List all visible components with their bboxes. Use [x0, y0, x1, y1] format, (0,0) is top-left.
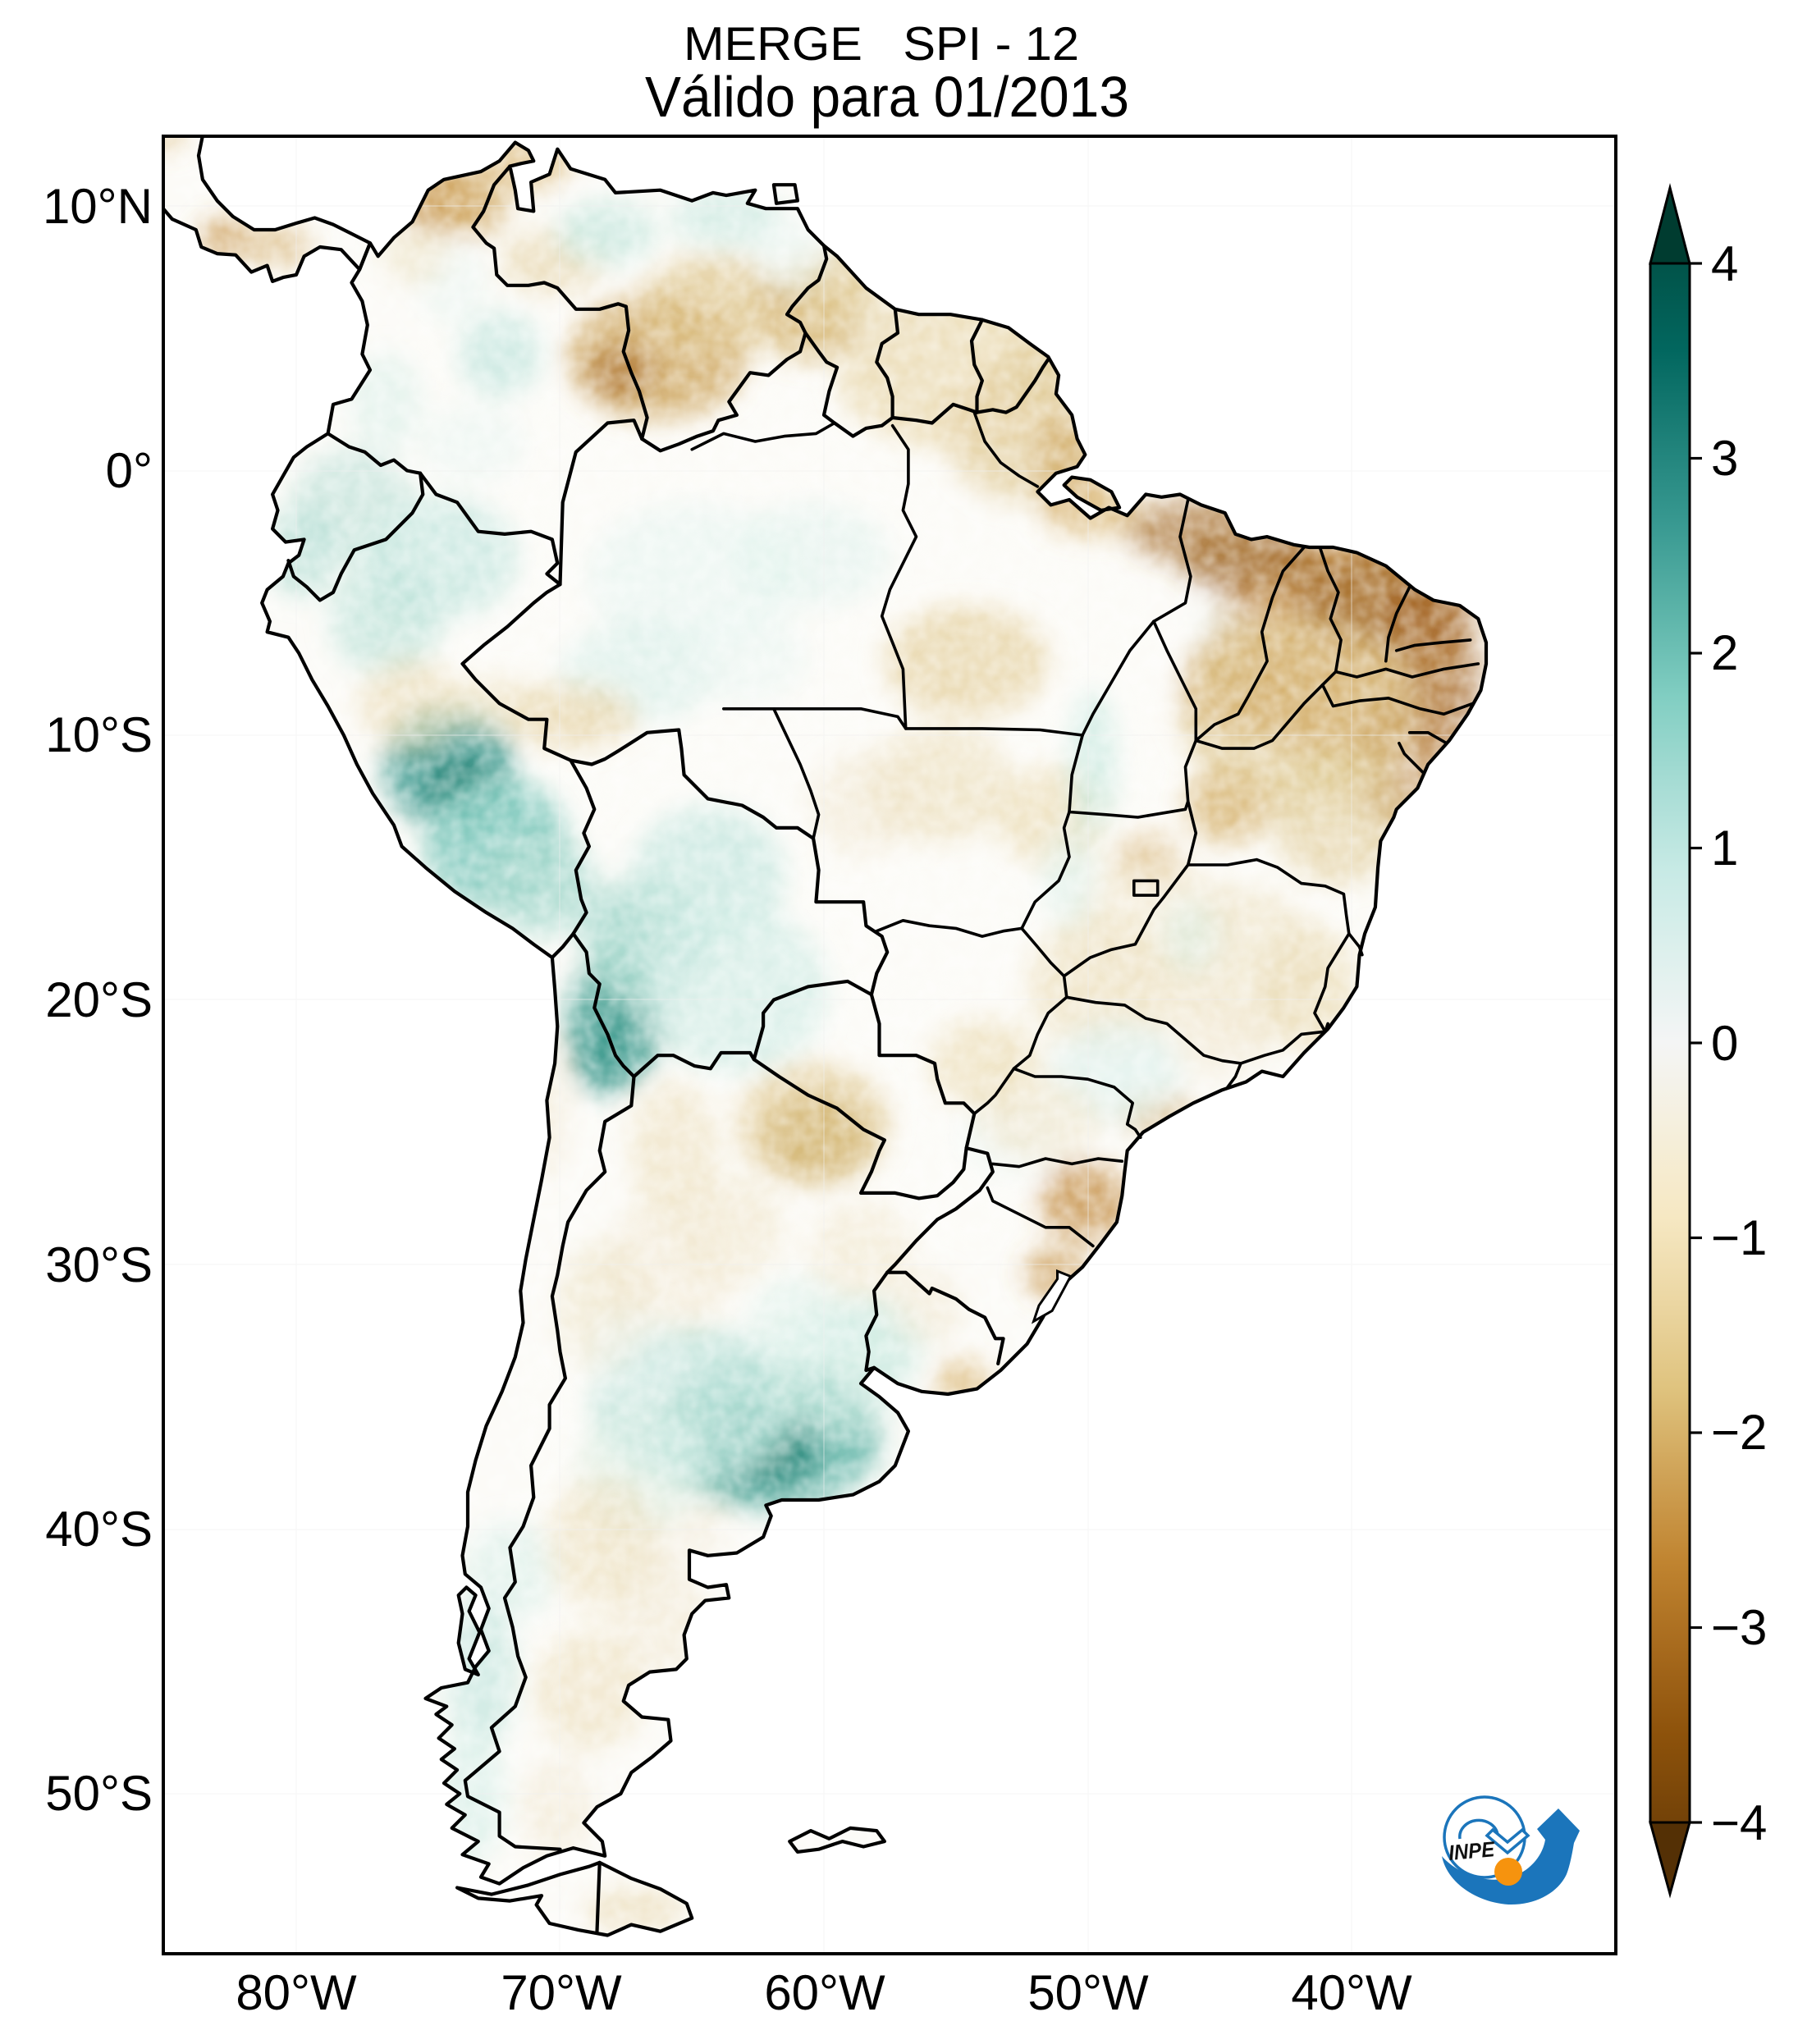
- svg-text:−3: −3: [1711, 1600, 1767, 1655]
- svg-text:30°S: 30°S: [45, 1237, 153, 1292]
- svg-text:INPE: INPE: [1448, 1836, 1496, 1865]
- svg-text:−1: −1: [1711, 1210, 1767, 1265]
- svg-text:70°W: 70°W: [501, 1965, 622, 2020]
- svg-text:2: 2: [1711, 625, 1738, 680]
- svg-text:0: 0: [1711, 1016, 1738, 1071]
- svg-text:Válido para 01/2013: Válido para 01/2013: [645, 65, 1129, 129]
- svg-text:−4: −4: [1711, 1795, 1767, 1850]
- svg-text:10°N: 10°N: [43, 179, 153, 234]
- svg-text:0°: 0°: [106, 443, 153, 498]
- svg-text:3: 3: [1711, 431, 1738, 486]
- svg-text:MERGE SPI - 12: MERGE SPI - 12: [684, 18, 1079, 71]
- svg-text:60°W: 60°W: [764, 1965, 885, 2020]
- svg-text:40°W: 40°W: [1291, 1965, 1412, 2020]
- svg-text:20°S: 20°S: [45, 972, 153, 1027]
- svg-text:−2: −2: [1711, 1405, 1767, 1460]
- svg-text:50°W: 50°W: [1027, 1965, 1149, 2020]
- svg-text:40°S: 40°S: [45, 1502, 153, 1557]
- svg-text:50°S: 50°S: [45, 1766, 153, 1821]
- svg-text:1: 1: [1711, 821, 1738, 876]
- svg-text:80°W: 80°W: [236, 1965, 357, 2020]
- svg-text:10°S: 10°S: [45, 707, 153, 762]
- svg-text:4: 4: [1711, 236, 1738, 291]
